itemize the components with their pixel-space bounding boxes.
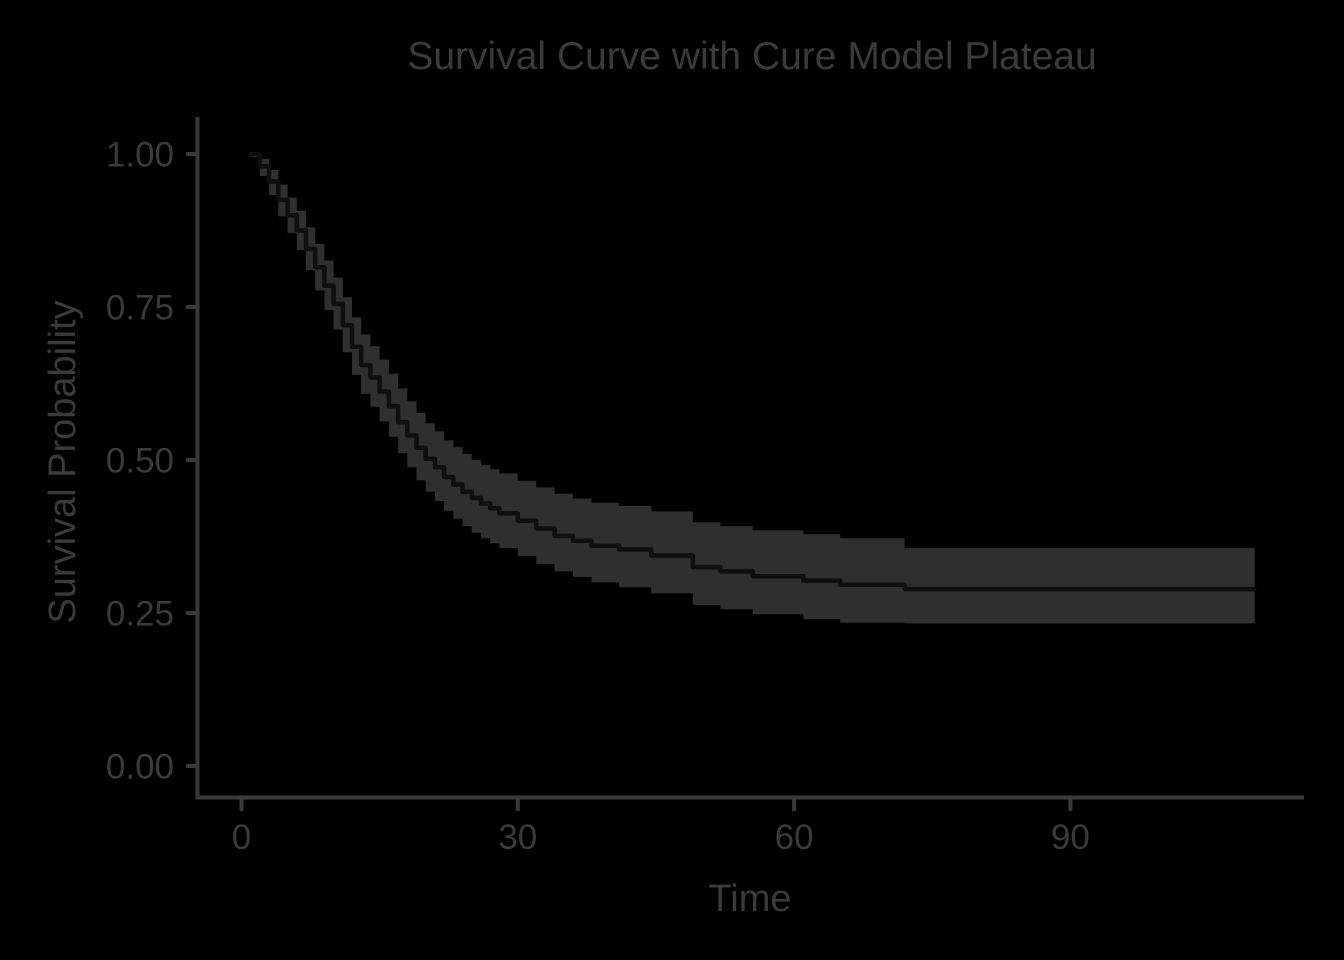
y-axis-ticks [186,152,196,768]
x-tick-label: 90 [1051,818,1090,857]
y-axis-tick-labels: 0.00 0.25 0.50 0.75 1.00 [106,136,174,787]
confidence-band-ribbon [250,154,1255,624]
y-tick-label: 0.25 [106,595,174,634]
x-tick-label: 60 [775,818,814,857]
x-tick-label: 0 [232,818,251,857]
x-tick-label: 30 [498,818,537,857]
x-axis-tick-labels: 0 30 60 90 [232,818,1090,857]
survival-curve-step-line [248,151,1257,592]
y-tick-label: 0.50 [106,442,174,481]
y-axis-title: Survival Probability [42,300,84,623]
chart-title: Survival Curve with Cure Model Plateau [407,35,1096,78]
axes [186,117,1304,811]
plot-area [248,151,1257,624]
x-axis-title: Time [708,878,791,920]
y-tick-label: 1.00 [106,136,174,175]
x-axis-ticks [239,799,1073,811]
y-tick-label: 0.75 [106,289,174,328]
y-tick-label: 0.00 [106,748,174,787]
